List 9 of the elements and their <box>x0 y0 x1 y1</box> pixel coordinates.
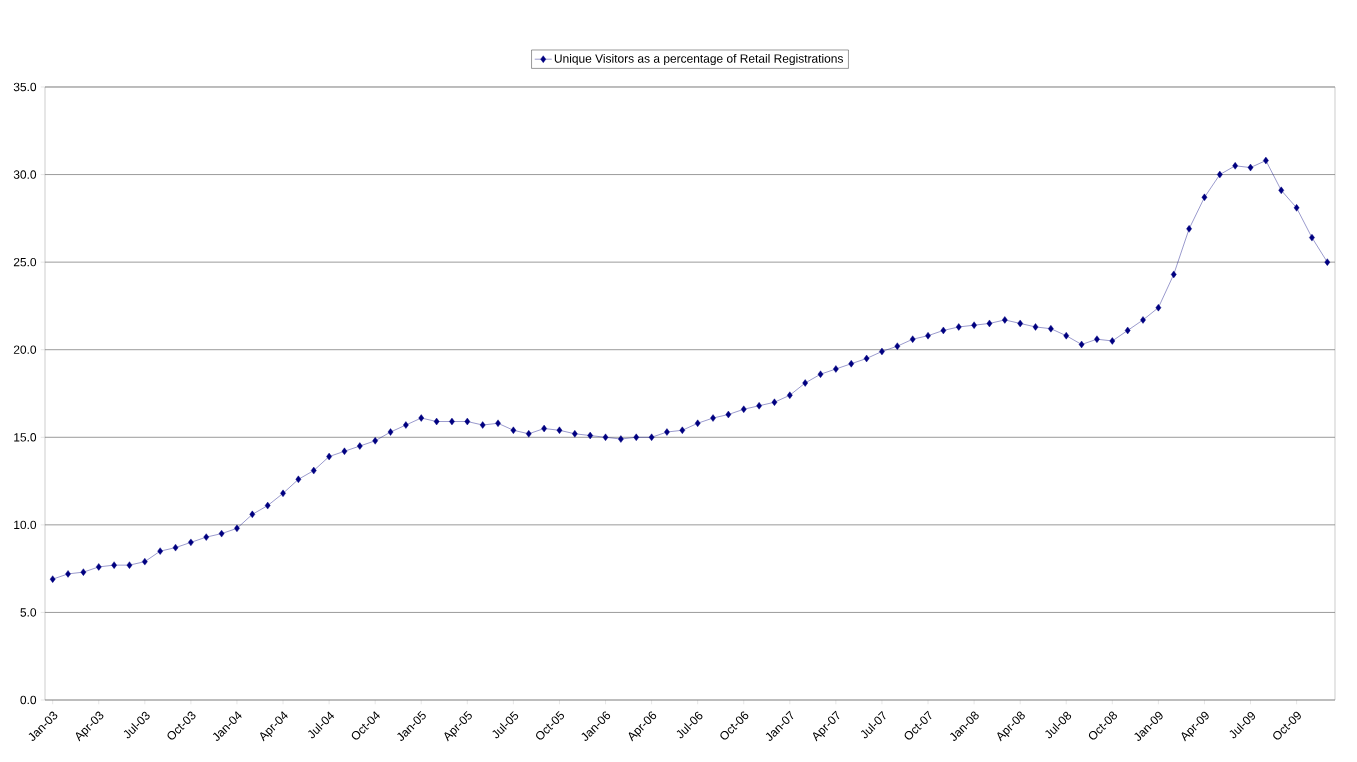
y-tick-label: 30.0 <box>13 170 37 179</box>
y-tick-label: 15.0 <box>14 433 37 442</box>
y-tick-label: 5.0 <box>20 608 37 617</box>
y-tick-label: 10.0 <box>14 520 37 530</box>
y-tick-label: 25.0 <box>13 257 37 267</box>
y-tick-label: 0.0 <box>20 695 37 705</box>
y-tick-label: 35.0 <box>13 82 37 92</box>
y-tick-label: 20.0 <box>13 345 37 354</box>
legend-label: Unique Visitors as a percentage of Retail Registrations <box>554 53 843 66</box>
